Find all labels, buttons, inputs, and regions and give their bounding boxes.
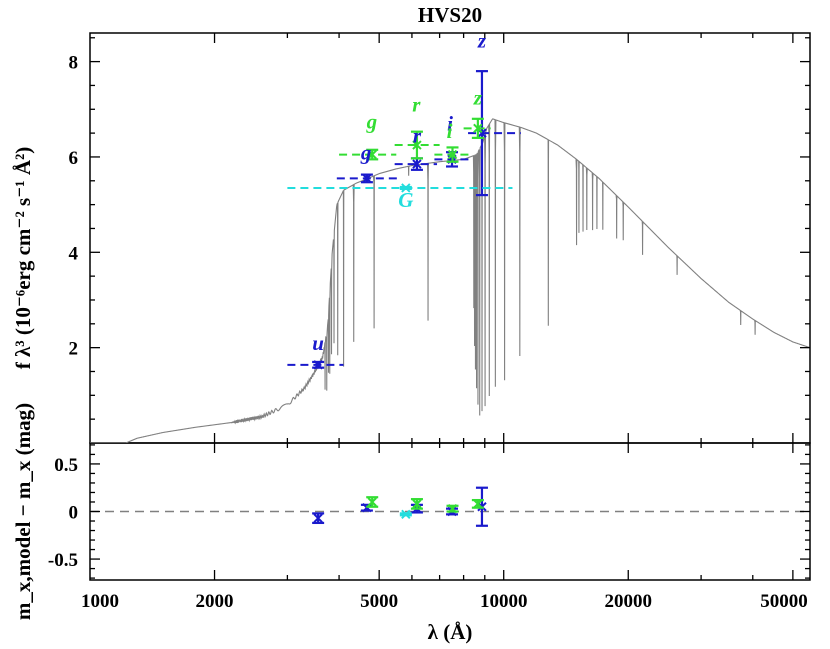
x-axis-title: λ (Å) (428, 620, 473, 644)
y-tick-label-bottom: 0 (69, 503, 79, 524)
residual-point-sdss-u (312, 512, 325, 525)
band-label-i: i (447, 119, 453, 143)
data-marker (412, 159, 422, 169)
data-marker (412, 140, 422, 150)
band-label-u: u (312, 331, 324, 355)
x-tick-label: 10000 (480, 591, 528, 612)
data-marker (367, 149, 377, 160)
x-tick-label: 50000 (760, 591, 808, 612)
band-label-z: z (477, 28, 487, 52)
x-tick-label: 1000 (81, 591, 119, 612)
data-marker (447, 503, 458, 514)
y-tick-label-top: 2 (69, 339, 79, 360)
data-marker (401, 183, 411, 193)
data-marker (362, 173, 372, 184)
band-label-z: z (473, 86, 483, 110)
photometry-point-sdss-g (336, 173, 398, 184)
residual-point-pan-starrs-z (471, 498, 484, 509)
photometry-point-gaia-G (287, 183, 513, 193)
model-spectrum-line (90, 118, 810, 443)
data-marker (412, 499, 422, 509)
photometry-point-pan-starrs-i (434, 146, 471, 163)
band-label-g: g (360, 140, 372, 164)
photometry-point-sdss-z (468, 70, 521, 197)
band-label-G: G (398, 188, 413, 212)
photometry-point-sdss-u (287, 360, 344, 370)
residual-point-pan-starrs-i (446, 503, 459, 514)
y-axis-title-top: f λ³ (10⁻⁶erg cm⁻² s⁻¹ Å²) (11, 147, 35, 370)
band-label-r: r (413, 124, 422, 148)
photometry-point-pan-starrs-g (339, 148, 397, 161)
photometry-point-pan-starrs-r (394, 130, 440, 160)
data-marker (313, 513, 323, 523)
y-axis-title-bottom: m_x,model − m_x (mag) (11, 403, 35, 620)
band-label-r: r (412, 93, 421, 117)
residual-point-gaia-G (399, 509, 412, 520)
x-tick-label: 20000 (604, 591, 652, 612)
chart-title: HVS20 (418, 3, 482, 27)
y-tick-label-top: 8 (69, 53, 79, 74)
data-marker (367, 497, 377, 507)
x-tick-label: 2000 (196, 591, 234, 612)
y-tick-label-bottom: -0.5 (48, 550, 78, 571)
top-panel-frame (89, 32, 811, 444)
data-marker (473, 499, 483, 509)
data-marker (313, 360, 323, 370)
x-tick-label: 5000 (360, 591, 398, 612)
photometry-point-pan-starrs-z (463, 117, 491, 139)
residual-point-pan-starrs-r (410, 498, 423, 510)
residual-point-pan-starrs-g (366, 496, 379, 508)
data-marker (447, 149, 458, 160)
data-marker (401, 509, 411, 520)
y-tick-label-bottom: 0.5 (54, 455, 78, 476)
band-label-i: i (447, 112, 453, 136)
y-tick-label-top: 6 (69, 148, 79, 169)
band-label-g: g (366, 109, 378, 133)
data-marker (473, 123, 483, 134)
y-tick-label-top: 4 (69, 243, 79, 264)
